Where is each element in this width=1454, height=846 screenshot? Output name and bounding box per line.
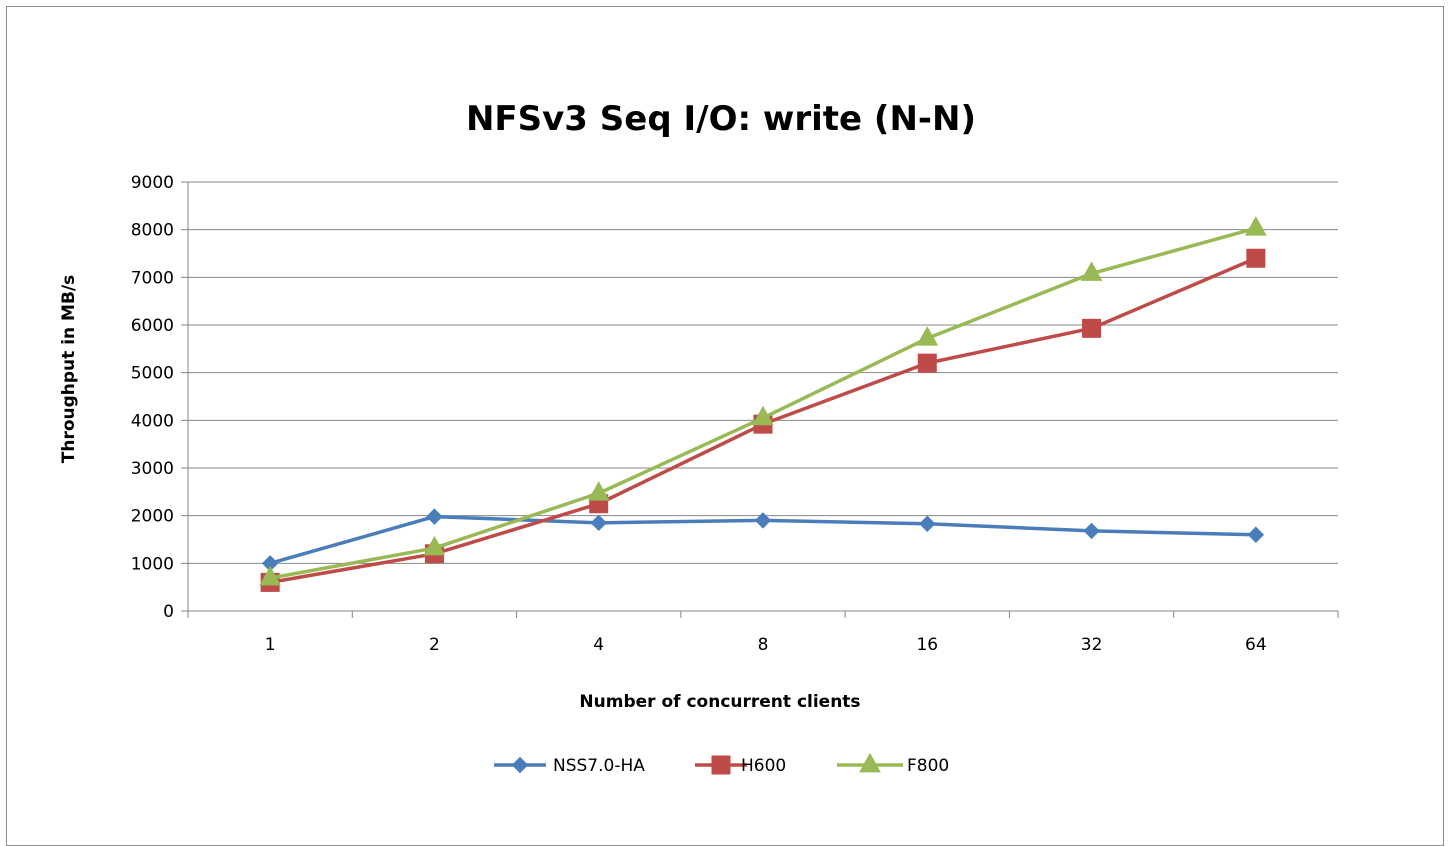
y-tick-label: 2000 [131, 507, 174, 527]
x-tick-label: 8 [758, 635, 769, 655]
x-tick-label: 64 [1245, 635, 1267, 655]
y-tick-label: 5000 [131, 364, 174, 384]
gridlines [181, 181, 1338, 612]
legend-label: NSS7.0-HA [553, 756, 645, 776]
y-axis-title: Throughput in MB/s [59, 275, 79, 464]
x-tick-label: 1 [265, 635, 276, 655]
legend-marker [859, 752, 881, 773]
x-tick-label: 32 [1081, 635, 1103, 655]
legend-label: F800 [907, 756, 949, 776]
x-axis-title: Number of concurrent clients [579, 692, 860, 712]
data-point-marker [917, 353, 937, 373]
y-tick-labels: 0 1000 2000 3000 4000 5000 6000 7000 8000 9000 [131, 173, 174, 622]
data-point-marker [754, 512, 772, 529]
y-tick-label: 9000 [131, 173, 174, 193]
legend-item: F800 [837, 752, 949, 776]
legend-label: H600 [741, 756, 786, 776]
data-point-marker [587, 481, 610, 501]
chart-frame [6, 6, 1444, 846]
y-tick-label: 0 [163, 602, 174, 622]
data-point-marker [1247, 526, 1265, 543]
x-tick-label: 2 [429, 635, 440, 655]
x-tick-labels: 1 2 4 8 16 32 64 [265, 635, 1267, 655]
legend-marker [711, 755, 731, 775]
data-point-marker [423, 535, 446, 556]
y-tick-label: 6000 [131, 316, 174, 336]
x-tick-label: 16 [916, 635, 938, 655]
data-point-marker [590, 514, 607, 532]
legend: NSS7.0-HA H600 F800 [494, 752, 949, 776]
data-point-marker [752, 405, 774, 426]
x-tick-label: 4 [593, 635, 604, 655]
y-tick-label: 8000 [131, 221, 174, 241]
data-point-marker [916, 326, 939, 346]
legend-marker [511, 756, 529, 774]
data-point-marker [1080, 261, 1103, 281]
axes [187, 182, 1339, 618]
data-point-marker [919, 515, 936, 532]
chart: NFSv3 Seq I/O: write (N-N) 0 1000 2000 3000… [59, 99, 1339, 776]
data-point-marker [1083, 522, 1100, 540]
y-tick-label: 4000 [131, 411, 174, 431]
data-point-marker [426, 508, 443, 525]
chart-title: NFSv3 Seq I/O: write (N-N) [466, 99, 976, 139]
data-point-marker [1246, 248, 1266, 268]
y-tick-label: 7000 [131, 268, 174, 288]
y-tick-label: 3000 [131, 459, 174, 479]
series-group [259, 216, 1267, 592]
data-point-marker [1082, 318, 1102, 338]
legend-item: NSS7.0-HA [494, 756, 645, 776]
data-point-marker [259, 565, 281, 586]
series-nss7-0-ha [261, 508, 1265, 572]
data-point-marker [1245, 216, 1267, 236]
series-f800 [259, 216, 1267, 586]
legend-item: H600 [695, 755, 786, 776]
y-tick-label: 1000 [131, 554, 174, 574]
